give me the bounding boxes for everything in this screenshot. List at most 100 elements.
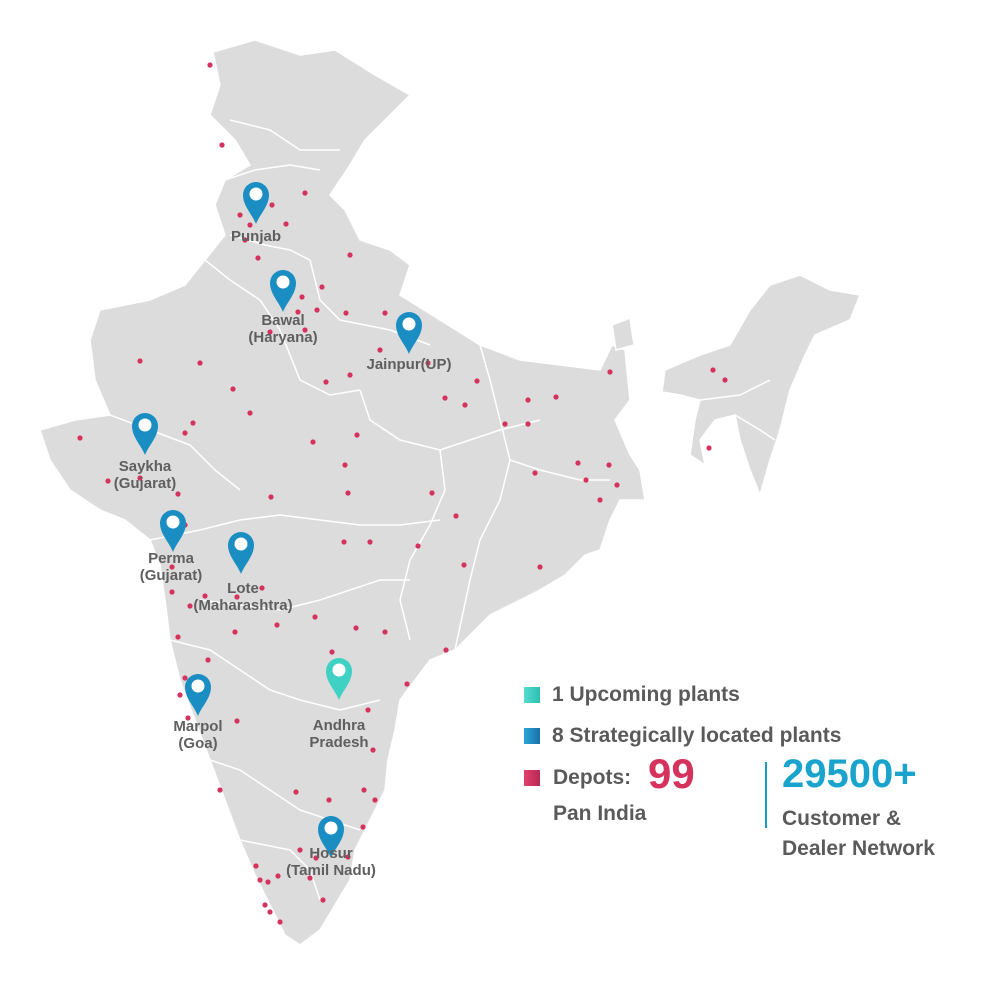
depot-dot: [353, 625, 359, 631]
depot-dot: [382, 629, 388, 635]
depot-dot: [607, 369, 613, 375]
plant-label: Perma (Gujarat): [139, 550, 203, 584]
plant-label: Marpol (Goa): [173, 718, 223, 752]
depot-dot: [310, 439, 316, 445]
depot-dot: [265, 879, 271, 885]
depot-dot: [234, 594, 240, 600]
depot-dot: [326, 797, 332, 803]
depot-dot: [207, 62, 213, 68]
depot-dot: [307, 875, 313, 881]
plant-pin-icon: [132, 413, 158, 455]
plant-label: Punjab: [230, 228, 281, 245]
depot-dot: [320, 897, 326, 903]
legend-upcoming: 1 Upcoming plants: [524, 683, 740, 707]
depot-dot: [302, 327, 308, 333]
depot-dot: [105, 478, 111, 484]
depot-dot: [247, 222, 253, 228]
depot-dot: [365, 707, 371, 713]
legend-strategic-text: 8 Strategically located plants: [552, 724, 842, 747]
depot-dot: [267, 909, 273, 915]
depot-dot: [382, 310, 388, 316]
depot-dot: [219, 142, 225, 148]
depot-dot: [345, 490, 351, 496]
depot-dot: [372, 797, 378, 803]
depot-dot: [345, 854, 351, 860]
plant-pin-icon: [318, 816, 344, 858]
depot-dot: [461, 562, 467, 568]
depot-dot: [230, 386, 236, 392]
depot-swatch-icon: [524, 770, 540, 786]
depot-dot: [277, 919, 283, 925]
depot-markers: [77, 62, 728, 925]
plant-pin-icon: [270, 270, 296, 312]
depot-dot: [606, 462, 612, 468]
depot-dot: [237, 212, 243, 218]
network-label: Customer & Dealer Network: [782, 804, 935, 864]
depot-dot: [341, 539, 347, 545]
depot-dot: [283, 221, 289, 227]
depot-dot: [299, 294, 305, 300]
depot-dot: [614, 482, 620, 488]
depot-dot: [537, 564, 543, 570]
depot-dot: [329, 649, 335, 655]
network-count: 29500+: [782, 752, 917, 796]
depot-dot: [313, 855, 319, 861]
plant-label: Saykha (Gujarat): [113, 458, 177, 492]
plant-pin-icon: [396, 312, 422, 354]
depot-dot: [575, 460, 581, 466]
depot-dot: [257, 877, 263, 883]
legend-upcoming-text: 1 Upcoming plants: [552, 683, 740, 706]
depot-dot: [342, 462, 348, 468]
plant-pin-icon: [185, 674, 211, 716]
plant-swatch-icon: [524, 728, 540, 744]
depot-dot: [202, 593, 208, 599]
depot-dot: [722, 377, 728, 383]
depot-dot: [293, 789, 299, 795]
depots-count: 99: [648, 750, 695, 797]
depot-dot: [137, 358, 143, 364]
depot-dot: [242, 237, 248, 243]
depot-dot: [259, 585, 265, 591]
depot-dot: [175, 491, 181, 497]
depot-dot: [169, 589, 175, 595]
depot-dot: [597, 497, 603, 503]
legend-strategic: 8 Strategically located plants: [524, 724, 841, 748]
depot-dot: [367, 539, 373, 545]
depot-dot: [553, 394, 559, 400]
upcoming-plant-pin-icon: [326, 658, 352, 700]
depot-dot: [312, 614, 318, 620]
depot-dot: [474, 378, 480, 384]
depots-sub: Pan India: [553, 802, 647, 825]
depot-dot: [370, 747, 376, 753]
depot-dot: [377, 347, 383, 353]
depot-dot: [443, 647, 449, 653]
depot-dot: [583, 477, 589, 483]
depot-dot: [453, 513, 459, 519]
plant-pin-icon: [160, 510, 186, 552]
depot-dot: [314, 307, 320, 313]
depot-dot: [77, 435, 83, 441]
depot-dot: [297, 847, 303, 853]
depot-dot: [137, 475, 143, 481]
depot-dot: [205, 657, 211, 663]
depot-dot: [525, 397, 531, 403]
network-line2: Dealer Network: [782, 837, 935, 860]
depot-dot: [268, 494, 274, 500]
depot-dot: [343, 310, 349, 316]
depot-dot: [217, 787, 223, 793]
depot-dot: [187, 603, 193, 609]
depot-dot: [429, 490, 435, 496]
depots-stat: Depots: 99 Pan India: [524, 750, 764, 836]
depot-dot: [347, 372, 353, 378]
depot-dot: [175, 634, 181, 640]
plant-label: Jainpur(UP): [366, 356, 452, 373]
depot-dot: [404, 681, 410, 687]
depot-dot: [710, 367, 716, 373]
depot-dot: [360, 824, 366, 830]
depots-label: Depots:: [553, 766, 632, 789]
depot-dot: [247, 410, 253, 416]
depot-dot: [234, 718, 240, 724]
mainland-india: [39, 39, 646, 946]
depot-dot: [169, 564, 175, 570]
